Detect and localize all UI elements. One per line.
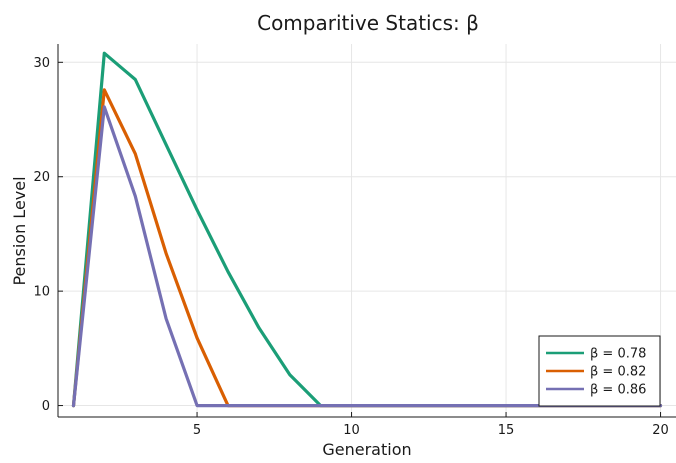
x-tick-label: 20	[652, 423, 669, 438]
x-ticks: 5 10 15 20	[193, 412, 669, 438]
y-axis-label: Pension Level	[10, 176, 29, 285]
x-axis-label: Generation	[322, 440, 411, 459]
x-tick-label: 15	[498, 423, 515, 438]
y-tick-label: 30	[33, 56, 50, 71]
y-tick-label: 0	[42, 399, 50, 414]
y-tick-label: 20	[33, 170, 50, 185]
legend-label-2: β = 0.82	[590, 365, 646, 380]
legend-items: β = 0.78 β = 0.82 β = 0.86	[546, 347, 646, 398]
y-tick-label: 10	[33, 285, 50, 300]
legend: β = 0.78 β = 0.82 β = 0.86	[538, 335, 661, 407]
legend-label-3: β = 0.86	[590, 383, 646, 398]
y-ticks: 0 10 20 30	[33, 56, 63, 414]
legend-label-1: β = 0.78	[590, 347, 646, 362]
chart-title: Comparitive Statics: β	[257, 11, 479, 35]
x-tick-label: 10	[343, 423, 360, 438]
x-tick-label: 5	[193, 423, 201, 438]
